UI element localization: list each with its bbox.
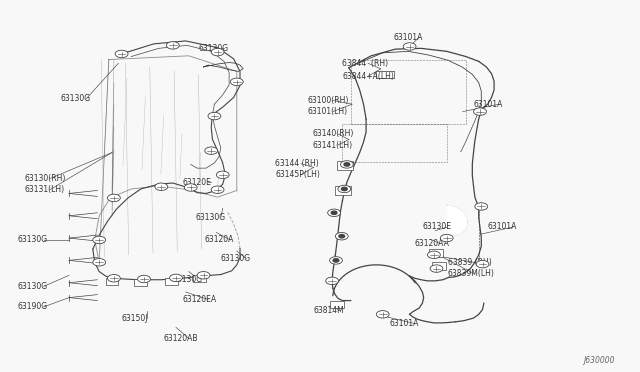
Text: 63101A: 63101A [394,33,423,42]
Circle shape [211,186,224,193]
Text: 63145P(LH): 63145P(LH) [275,170,320,179]
Circle shape [184,184,197,191]
Text: 63100(RH): 63100(RH) [307,96,349,105]
Circle shape [333,259,339,262]
Text: 63150J: 63150J [122,314,148,323]
Text: 63814M: 63814M [314,306,344,315]
Text: 63130G: 63130G [198,44,228,53]
Circle shape [138,275,150,283]
Text: 63101A: 63101A [474,100,503,109]
FancyBboxPatch shape [335,186,351,195]
FancyBboxPatch shape [337,161,353,170]
Circle shape [440,234,453,242]
Circle shape [335,232,348,240]
Text: 63839 (RH): 63839 (RH) [448,258,492,267]
FancyBboxPatch shape [165,278,178,285]
Circle shape [93,259,106,266]
Circle shape [332,211,337,214]
Text: 63130E: 63130E [422,222,451,231]
Circle shape [166,42,179,49]
Text: J630000: J630000 [583,356,614,365]
Circle shape [430,265,443,272]
Circle shape [216,171,229,179]
Text: 63101(LH): 63101(LH) [307,107,348,116]
Circle shape [344,163,349,166]
Text: 63120AA: 63120AA [415,239,449,248]
Text: 63130G: 63130G [18,282,48,291]
Text: 63130(RH): 63130(RH) [24,174,66,183]
Text: 63130G: 63130G [221,254,251,263]
Circle shape [403,43,416,50]
Circle shape [155,183,168,190]
FancyBboxPatch shape [134,279,147,286]
Text: 63141(LH): 63141(LH) [312,141,353,150]
Text: 63844+A(LH): 63844+A(LH) [342,72,394,81]
Text: 63120AB: 63120AB [163,334,198,343]
Text: 63120A: 63120A [205,235,234,244]
Text: 63130G: 63130G [173,275,203,283]
Text: 63120E: 63120E [182,178,211,187]
Text: 63144 (RH): 63144 (RH) [275,159,319,168]
Text: 63190G: 63190G [18,302,48,311]
FancyBboxPatch shape [330,301,344,308]
FancyBboxPatch shape [429,249,443,257]
Circle shape [475,203,488,210]
Text: 63839M(LH): 63839M(LH) [448,269,495,278]
Circle shape [115,50,128,58]
Circle shape [339,234,344,238]
Circle shape [474,108,486,115]
Circle shape [338,185,351,193]
Circle shape [197,272,210,279]
Circle shape [208,112,221,120]
Circle shape [330,257,342,264]
Circle shape [211,48,224,56]
Circle shape [170,274,182,282]
Circle shape [428,251,440,259]
FancyBboxPatch shape [106,278,118,285]
Circle shape [93,236,106,244]
Circle shape [328,209,340,217]
Text: 63101A: 63101A [488,222,517,231]
Circle shape [230,78,243,86]
Text: 63140(RH): 63140(RH) [312,129,354,138]
FancyBboxPatch shape [193,275,206,282]
Circle shape [476,260,489,268]
Circle shape [340,161,353,168]
FancyBboxPatch shape [376,71,394,78]
Text: 63131(LH): 63131(LH) [24,185,65,194]
Text: 63130G: 63130G [61,94,91,103]
Text: 63101A: 63101A [389,319,419,328]
Circle shape [376,311,389,318]
Circle shape [108,275,120,282]
Polygon shape [448,205,467,235]
Text: 63120EA: 63120EA [182,295,216,304]
Circle shape [205,147,218,154]
Circle shape [342,187,348,190]
Text: 63844  (RH): 63844 (RH) [342,59,388,68]
Text: 63130G: 63130G [18,235,48,244]
Text: 63130G: 63130G [195,213,225,222]
Circle shape [108,194,120,202]
Circle shape [326,277,339,285]
FancyBboxPatch shape [432,262,446,270]
